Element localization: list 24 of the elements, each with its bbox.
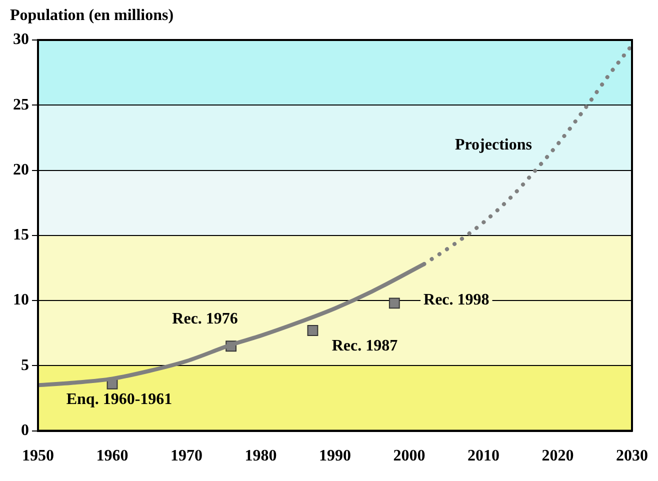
- y-tick-label: 10: [13, 292, 29, 309]
- x-tick-label: 2030: [616, 448, 648, 465]
- y-tick-label: 0: [21, 422, 29, 439]
- x-tick-label: 2010: [468, 448, 500, 465]
- annotation: Rec. 1998: [424, 291, 490, 308]
- y-tick-label: 15: [13, 226, 29, 244]
- annotation: Rec. 1976: [172, 310, 238, 328]
- y-tick-label: 30: [13, 31, 29, 48]
- x-tick-label: 2000: [393, 448, 426, 465]
- annotation: Rec. 1987: [332, 338, 398, 355]
- x-tick-label: 1960: [96, 448, 128, 465]
- x-tick-label: 1950: [22, 448, 54, 465]
- y-axis-title: Population (en millions): [10, 7, 174, 24]
- y-tick-label: 5: [21, 356, 29, 374]
- point: [307, 325, 318, 336]
- annotation: Enq. 1960-1961: [66, 391, 172, 408]
- x-tick-label: 1990: [319, 448, 351, 465]
- annotation: Projections: [454, 136, 532, 154]
- y-tick-label: 20: [13, 161, 29, 178]
- x-tick-label: 1970: [170, 448, 202, 465]
- y-tick-label: 25: [13, 96, 29, 114]
- x-tick-label: 2020: [542, 448, 574, 465]
- x-tick-label: 1980: [244, 448, 277, 465]
- point: [388, 298, 400, 309]
